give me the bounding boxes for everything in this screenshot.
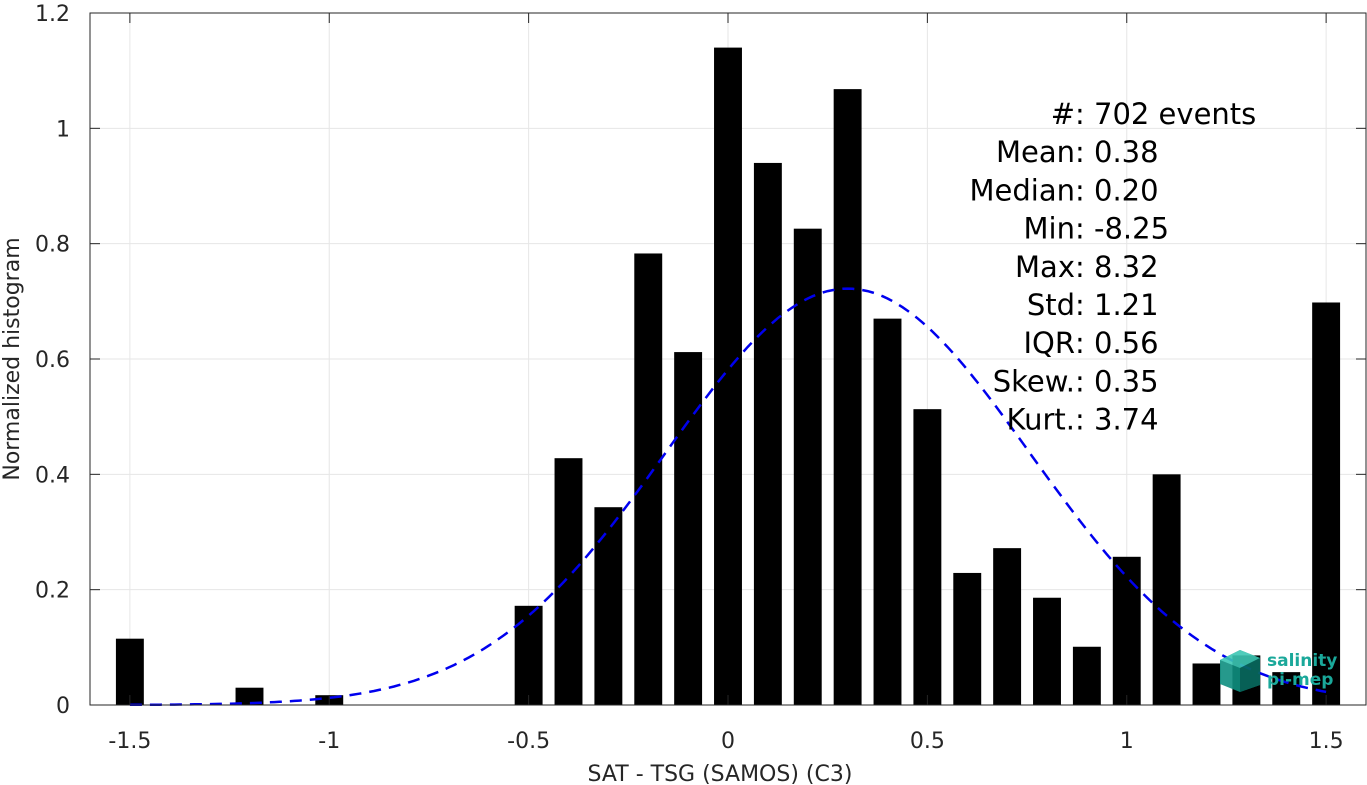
histogram-bar xyxy=(1033,597,1061,705)
stat-value: : 0.35 xyxy=(1075,364,1159,398)
stat-value: : 8.32 xyxy=(1075,250,1159,284)
stat-row: Max : 8.32 xyxy=(1015,250,1159,284)
stat-value: : -8.25 xyxy=(1075,212,1169,246)
histogram-bar xyxy=(1072,646,1101,705)
y-tick-label: 0.2 xyxy=(35,579,70,604)
histogram-bar xyxy=(1152,474,1181,705)
histogram-bar xyxy=(753,162,782,705)
stat-row: Std : 1.21 xyxy=(1027,288,1159,322)
stat-row: # : 702 events xyxy=(1051,97,1257,131)
stat-row: Min : -8.25 xyxy=(1024,212,1170,246)
logo-text-salinity: salinity xyxy=(1267,651,1337,671)
stat-label: IQR xyxy=(1023,326,1075,360)
y-tick-label: 0 xyxy=(56,694,70,719)
stat-label: Skew. xyxy=(993,364,1075,398)
y-axis-title: Normalized histogram xyxy=(0,237,25,480)
histogram-bar xyxy=(953,572,982,705)
histogram-bar xyxy=(115,638,144,705)
x-tick-label: -1 xyxy=(318,729,340,754)
stat-label: Kurt. xyxy=(1007,403,1075,437)
histogram-bar xyxy=(913,409,942,705)
tick-marks xyxy=(90,12,1366,706)
x-axis-title: SAT - TSG (SAMOS) (C3) xyxy=(588,762,853,785)
histogram-bar xyxy=(833,89,862,706)
x-tick-label: -0.5 xyxy=(507,729,550,754)
histogram-bar xyxy=(514,605,543,705)
stat-label: # xyxy=(1051,97,1075,131)
histogram-bar xyxy=(554,458,583,705)
histogram-bar xyxy=(634,253,663,705)
histogram-bar xyxy=(793,228,822,705)
y-tick-label: 1.2 xyxy=(35,2,70,27)
histogram-bar xyxy=(714,47,742,706)
stat-value: : 1.21 xyxy=(1075,288,1159,322)
histogram-bar xyxy=(993,548,1022,705)
stat-row: Mean : 0.38 xyxy=(996,135,1159,169)
stat-label: Max xyxy=(1015,250,1075,284)
bars xyxy=(115,47,1341,706)
stat-value: : 3.74 xyxy=(1075,403,1159,437)
stat-label: Min xyxy=(1024,212,1075,246)
stat-value: : 702 events xyxy=(1075,97,1256,131)
y-tick-labels: 0 0.2 0.4 0.6 0.8 1 1.2 xyxy=(35,2,70,719)
x-tick-label: 0 xyxy=(721,729,735,754)
y-tick-label: 0.8 xyxy=(35,233,70,258)
salinity-pi-mep-logo: salinity pi-mep xyxy=(1220,650,1337,692)
x-tick-labels: -1.5 -1 -0.5 0 0.5 1 1.5 xyxy=(108,729,1343,754)
histogram-bar xyxy=(594,507,623,705)
histogram-bar xyxy=(1112,556,1141,705)
x-tick-label: 0.5 xyxy=(910,729,945,754)
histogram-bar xyxy=(873,318,902,705)
cube-icon xyxy=(1220,650,1260,692)
y-tick-label: 0.6 xyxy=(35,348,70,373)
stat-label: Median xyxy=(970,173,1075,207)
histogram-bar xyxy=(235,687,264,705)
histogram-bar xyxy=(674,352,703,705)
stat-value: : 0.20 xyxy=(1075,173,1159,207)
stat-row: Skew. : 0.35 xyxy=(993,364,1159,398)
x-tick-label: 1 xyxy=(1120,729,1134,754)
x-tick-label: -1.5 xyxy=(108,729,151,754)
stat-row: Kurt. : 3.74 xyxy=(1007,403,1159,437)
stat-label: Mean xyxy=(996,135,1075,169)
stat-label: Std xyxy=(1027,288,1075,322)
histogram-bar xyxy=(1312,302,1341,705)
stat-value: : 0.56 xyxy=(1075,326,1159,360)
x-tick-label: 1.5 xyxy=(1309,729,1344,754)
logo-text-pi-mep: pi-mep xyxy=(1267,670,1333,690)
histogram-bar xyxy=(1192,663,1221,705)
histogram-bar xyxy=(1272,672,1301,705)
stat-row: IQR : 0.56 xyxy=(1023,326,1158,360)
y-tick-label: 0.4 xyxy=(35,463,70,488)
stat-row: Median : 0.20 xyxy=(970,173,1159,207)
stat-value: : 0.38 xyxy=(1075,135,1159,169)
y-tick-label: 1 xyxy=(56,117,70,142)
